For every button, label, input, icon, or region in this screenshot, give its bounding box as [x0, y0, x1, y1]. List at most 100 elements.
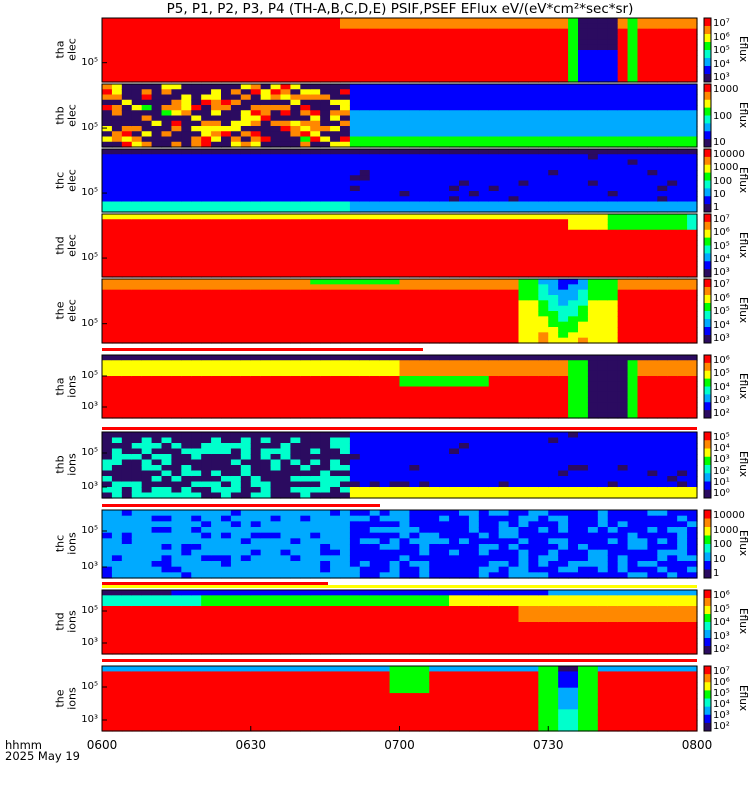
spectrogram-cell — [260, 443, 272, 450]
spectrogram-cell — [349, 131, 361, 138]
spectrogram-cell — [320, 407, 331, 414]
spectrogram-cell — [102, 370, 113, 377]
spectrogram-cell — [667, 154, 678, 161]
spectrogram-cell — [181, 454, 192, 461]
spectrogram-cell — [320, 443, 331, 450]
spectrogram-cell — [181, 84, 192, 90]
spectrogram-cell — [399, 311, 411, 317]
colorbar-segment — [704, 330, 711, 333]
spectrogram-cell — [578, 295, 589, 301]
spectrogram-cell — [677, 256, 688, 262]
spectrogram-cell — [657, 266, 668, 273]
spectrogram-cell — [409, 284, 420, 291]
spectrogram-cell — [597, 60, 609, 67]
spectrogram-cell — [597, 170, 609, 176]
spectrogram-cell — [439, 250, 450, 257]
spectrogram-cell — [687, 120, 698, 127]
spectrogram-cell — [637, 149, 649, 155]
spectrogram-cell — [230, 149, 242, 155]
spectrogram-cell — [538, 284, 549, 291]
spectrogram-cell — [429, 131, 440, 138]
spectrogram-cell — [221, 266, 232, 273]
spectrogram-cell — [538, 149, 549, 155]
spectrogram-cell — [171, 224, 182, 231]
spectrogram-cell — [429, 235, 440, 241]
spectrogram-cell — [111, 432, 123, 439]
spectrogram-cell — [607, 412, 619, 419]
spectrogram-cell — [280, 454, 292, 461]
spectrogram-cell — [657, 44, 668, 51]
spectrogram-cell — [677, 316, 688, 323]
spectrogram-cell — [558, 185, 569, 192]
spectrogram-cell — [359, 126, 371, 132]
spectrogram-cell — [290, 50, 301, 56]
spectrogram-cell — [597, 159, 609, 166]
spectrogram-cell — [528, 407, 539, 414]
spectrogram-cell — [240, 131, 252, 138]
spectrogram-cell — [201, 66, 212, 72]
spectrogram-cell — [677, 235, 688, 241]
spectrogram-cell — [111, 159, 123, 166]
spectrogram-cell — [111, 271, 123, 278]
spectrogram-cell — [161, 407, 173, 414]
spectrogram-cell — [587, 28, 599, 35]
colorbar-segment — [704, 178, 711, 182]
spectrogram-cell — [558, 370, 569, 377]
spectrogram-cell — [439, 337, 450, 344]
spectrogram-cell — [597, 245, 609, 252]
spectrogram-cell — [468, 159, 480, 166]
spectrogram-cell — [270, 105, 282, 111]
spectrogram-cell — [340, 284, 351, 291]
spectrogram-cell — [548, 60, 559, 67]
colorbar-segment — [704, 373, 711, 376]
spectrogram-cell — [310, 397, 321, 403]
spectrogram-cell — [211, 23, 222, 30]
spectrogram-cell — [548, 407, 559, 414]
spectrogram-cell — [171, 492, 182, 499]
spectrogram-cell — [597, 180, 609, 187]
spectrogram-cell — [578, 105, 589, 111]
spectrogram-cell — [379, 321, 391, 328]
spectrogram-cell — [320, 235, 331, 241]
spectrogram-cell — [439, 327, 450, 333]
spectrogram-cell — [617, 289, 629, 296]
spectrogram-cell — [240, 407, 252, 414]
spectrogram-cell — [310, 311, 321, 317]
spectrogram-cell — [230, 360, 242, 367]
spectrogram-cell — [607, 206, 619, 213]
spectrogram-cell — [449, 261, 460, 268]
spectrogram-cell — [369, 391, 381, 398]
spectrogram-cell — [211, 34, 222, 40]
spectrogram-cell — [300, 402, 311, 409]
spectrogram-cell — [131, 240, 143, 247]
spectrogram-cell — [617, 164, 629, 171]
spectrogram-cell — [221, 66, 232, 72]
spectrogram-cell — [340, 60, 351, 67]
spectrogram-cell — [558, 84, 569, 90]
spectrogram-cell — [330, 266, 341, 273]
colorbar-segment — [704, 78, 711, 81]
spectrogram-cell — [221, 476, 232, 483]
spectrogram-cell — [409, 443, 420, 450]
spectrogram-cell — [221, 256, 232, 262]
spectrogram-cell — [201, 120, 212, 127]
spectrogram-cell — [677, 84, 688, 90]
colorbar-segment — [704, 59, 711, 62]
spectrogram-cell — [439, 94, 450, 101]
spectrogram-cell — [449, 407, 460, 414]
spectrogram-cell — [617, 397, 629, 403]
spectrogram-cell — [498, 381, 510, 388]
spectrogram-cell — [538, 34, 549, 40]
spectrogram-cell — [449, 159, 460, 166]
spectrogram-cell — [687, 126, 698, 132]
spectrogram-cell — [369, 300, 381, 307]
spectrogram-cell — [250, 470, 262, 477]
colorbar-segment — [704, 134, 711, 137]
spectrogram-cell — [340, 39, 351, 46]
spectrogram-cell — [141, 476, 153, 483]
spectrogram-cell — [548, 305, 559, 312]
spectrogram-cell — [161, 355, 173, 361]
spectrogram-cell — [379, 327, 391, 333]
spectrogram-cell — [131, 250, 143, 257]
spectrogram-cell — [548, 365, 559, 372]
